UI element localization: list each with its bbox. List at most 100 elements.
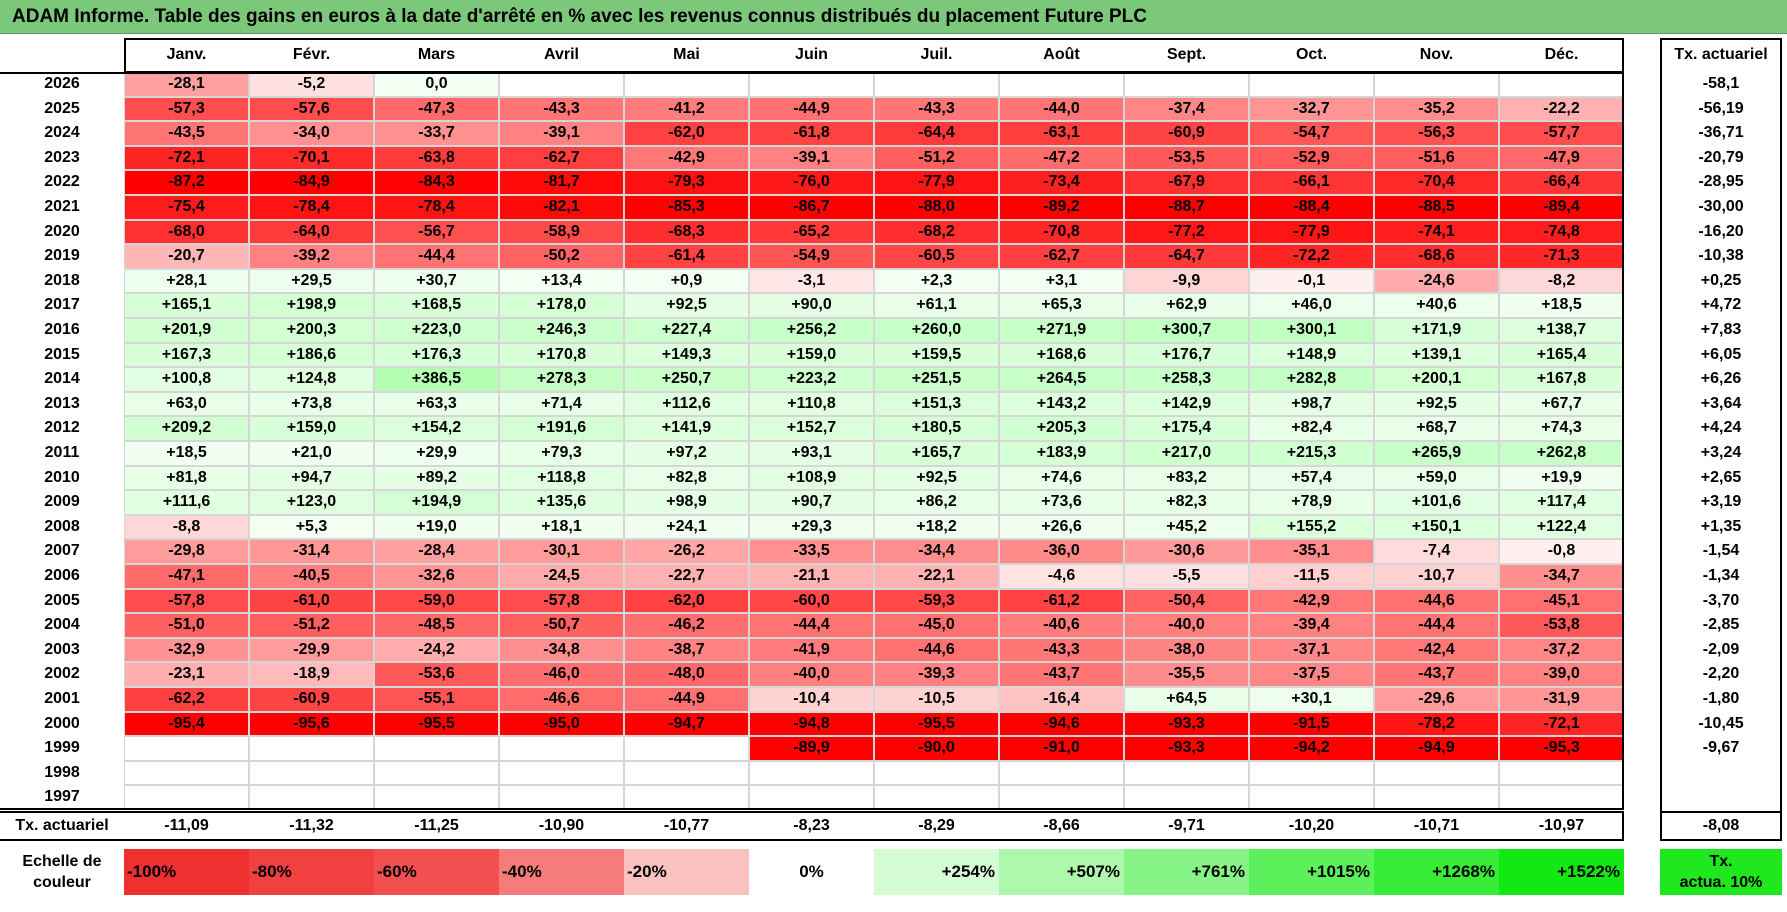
table-cell: +223,2 [749,367,874,392]
column-header: Nov. [1419,46,1454,63]
table-cell: +94,7 [249,465,374,491]
table-cell: +65,3 [999,293,1124,318]
table-cell: -44,4 [749,613,874,638]
table-cell: -68,6 [1374,244,1499,269]
table-cell: -62,0 [624,588,749,614]
table-cell: +90,0 [749,293,874,318]
table-cell: -40,6 [999,613,1124,638]
table-cell: +100,8 [124,367,249,392]
table-cell: +5,3 [249,514,374,540]
table-cell: -32,7 [1249,96,1374,122]
table-cell: +165,7 [874,441,999,466]
table-cell: -29,6 [1374,687,1499,712]
table-cell: +265,9 [1374,441,1499,466]
table-cell: -41,2 [624,96,749,122]
table-cell: +30,7 [374,268,499,294]
table-cell [1374,785,1499,810]
annual-rate-cell: -10,45 [1698,714,1744,732]
legend-annual-line2: actua. 10% [1679,874,1763,891]
table-cell: -42,9 [1249,588,1374,614]
table-cell: -21,1 [749,564,874,589]
column-header: Juin [795,46,828,63]
table-cell [374,760,499,786]
table-cell: -48,5 [374,613,499,638]
table-cell: -88,5 [1374,195,1499,220]
table-cell: +0,9 [624,268,749,294]
annual-rate-cell: +3,24 [1700,444,1742,461]
column-header: Juil. [920,46,953,63]
table-cell: +191,6 [499,416,624,441]
table-cell: -37,2 [1499,637,1624,663]
annual-rate-cell: +4,24 [1700,419,1742,437]
table-cell: -44,0 [999,96,1124,122]
table-cell: -10,7 [1374,564,1499,589]
table-cell: +209,2 [124,416,249,441]
table-cell: +74,6 [999,465,1124,491]
table-cell: -44,9 [749,96,874,122]
table-cell: -35,1 [1249,539,1374,564]
table-cell: -32,9 [124,637,249,663]
table-cell: +186,6 [249,342,374,368]
table-cell: +159,5 [874,342,999,368]
table-cell: -62,7 [999,244,1124,269]
table-cell: +74,3 [1499,416,1624,441]
annual-rate-cell: -10,38 [1698,247,1744,265]
table-cell: -43,7 [1374,662,1499,687]
footer-cell: -8,66 [1043,817,1080,834]
row-year-label: 2005 [44,591,80,609]
annual-rate-cell: -1,34 [1702,567,1740,584]
table-cell: -70,4 [1374,170,1499,195]
table-cell: -34,7 [1499,564,1624,589]
table-cell: +300,1 [1249,318,1374,343]
table-cell: -59,3 [874,588,999,614]
table-cell: +124,8 [249,367,374,392]
annual-rate-cell: +3,64 [1700,394,1742,412]
annual-rate-cell: -1,80 [1702,690,1740,707]
table-cell: +83,2 [1124,465,1249,491]
annual-rate-cell: +6,26 [1700,370,1742,388]
annual-rate-cell: -1,54 [1702,542,1740,560]
annual-rate-cell: -58,1 [1702,75,1740,92]
table-cell: -5,5 [1124,564,1249,589]
table-cell: +168,5 [374,293,499,318]
legend-swatch: -60% [374,849,499,895]
table-cell: -62,2 [124,687,249,712]
annual-rate-cell: -36,71 [1698,124,1744,142]
table-cell: +148,9 [1249,342,1374,368]
table-cell: +200,3 [249,318,374,343]
table-cell: -58,9 [499,219,624,245]
table-cell [624,72,749,97]
table-cell: +19,0 [374,514,499,540]
legend-swatch: +761% [1124,849,1249,895]
table-cell: -38,7 [624,637,749,663]
table-cell: +176,7 [1124,342,1249,368]
row-year-label: 2020 [44,222,80,240]
table-cell: +171,9 [1374,318,1499,343]
table-cell: +92,5 [624,293,749,318]
column-header: Août [1043,46,1080,63]
legend-swatch: -20% [624,849,749,895]
table-cell: -68,0 [124,219,249,245]
table-cell: -60,9 [249,687,374,712]
table-cell: -93,3 [1124,711,1249,737]
table-cell: -82,1 [499,195,624,220]
row-year-label: 2019 [44,247,80,265]
table-cell: -42,4 [1374,637,1499,663]
table-cell: +262,8 [1499,441,1624,466]
table-cell: -23,1 [124,662,249,687]
table-cell: +201,9 [124,318,249,343]
table-cell: -22,1 [874,564,999,589]
row-year-label: 2002 [44,665,80,683]
table-cell: +30,1 [1249,687,1374,712]
table-cell: -24,2 [374,637,499,663]
table-cell: -64,4 [874,121,999,146]
table-cell: +26,6 [999,514,1124,540]
table-cell: -57,3 [124,96,249,122]
table-cell: -56,7 [374,219,499,245]
table-cell: +167,8 [1499,367,1624,392]
legend-label-line2: couleur [33,874,91,891]
row-year-label: 2024 [44,124,80,142]
table-cell: -4,6 [999,564,1124,589]
table-cell: +59,0 [1374,465,1499,491]
table-cell [499,736,624,761]
